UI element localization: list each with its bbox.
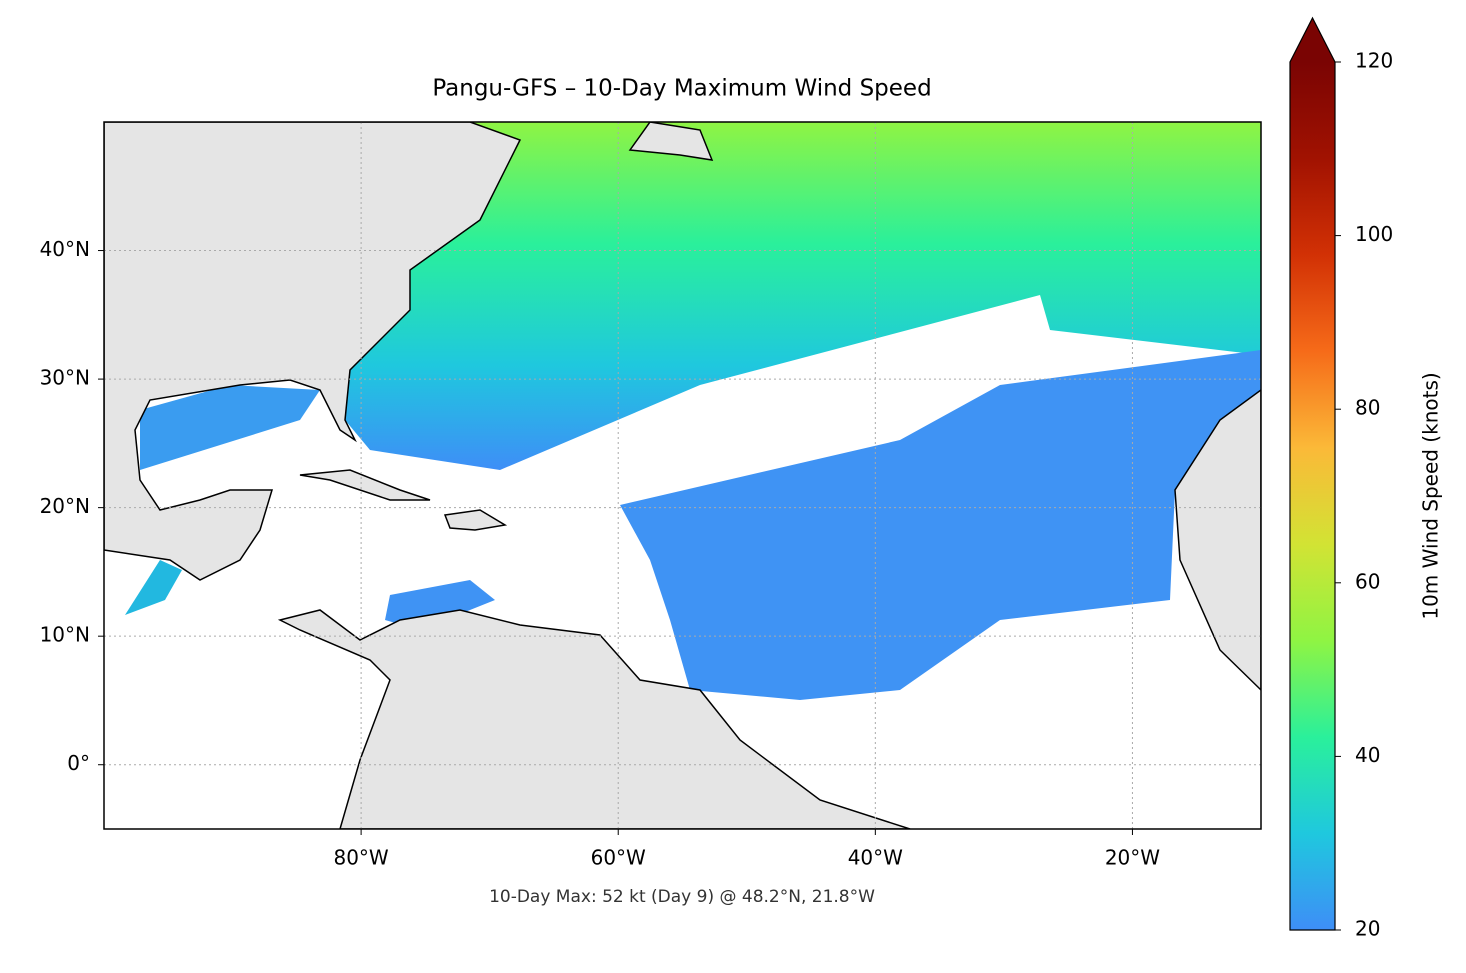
- land: [628, 122, 714, 161]
- wind-field: [345, 122, 1261, 470]
- wind-field: [620, 350, 1261, 700]
- colorbar-tick-label: 60: [1355, 569, 1380, 593]
- colorbar-extension: [1290, 18, 1335, 62]
- chart-title: Pangu-GFS – 10-Day Maximum Wind Speed: [432, 76, 931, 102]
- land: [299, 469, 431, 501]
- x-tick-label: 40°W: [848, 846, 903, 870]
- y-tick-label: 40°N: [40, 237, 90, 261]
- colorbar-tick-label: 40: [1355, 743, 1380, 767]
- y-tick-label: 30°N: [40, 366, 90, 390]
- wind-field: [140, 385, 320, 470]
- colorbar-tick-label: 20: [1355, 917, 1380, 941]
- wind-field: [125, 560, 182, 615]
- colorbar-tick-label: 80: [1355, 396, 1380, 420]
- colorbar-tick-label: 120: [1355, 49, 1393, 73]
- x-tick-label: 60°W: [591, 846, 646, 870]
- map-area: [104, 122, 1261, 829]
- x-tick-label: 20°W: [1105, 846, 1160, 870]
- land: [443, 509, 508, 531]
- annotation: 10-Day Max: 52 kt (Day 9) @ 48.2°N, 21.8…: [489, 887, 875, 907]
- y-tick-label: 0°: [67, 751, 90, 775]
- y-tick-label: 20°N: [40, 494, 90, 518]
- land: [277, 609, 911, 829]
- colorbar-frame: [1289, 16, 1336, 931]
- land: [1174, 389, 1261, 692]
- x-tick-label: 80°W: [333, 846, 388, 870]
- colorbar-tick-label: 100: [1355, 222, 1393, 246]
- colorbar: [1290, 62, 1335, 930]
- axes-frame: [103, 121, 1262, 830]
- colorbar-label: 10m Wind Speed (knots): [1419, 372, 1443, 619]
- y-tick-label: 10°N: [40, 623, 90, 647]
- land: [104, 122, 522, 581]
